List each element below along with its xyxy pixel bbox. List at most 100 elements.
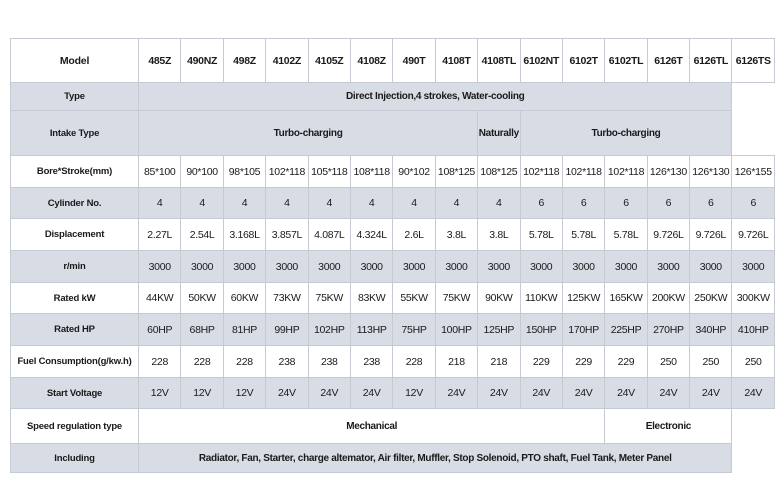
cell: 6 (519, 187, 563, 219)
cell: 12V (222, 377, 267, 409)
row: Cylinder No. 4 4 4 4 4 4 4 4 4 6 6 6 6 6 6 (10, 187, 775, 219)
cell: 75KW (307, 282, 351, 314)
cell: 126*130 (689, 155, 733, 188)
cell: 5.78L (604, 218, 648, 251)
cell: 225HP (604, 313, 648, 346)
cell: 108*118 (349, 155, 394, 188)
cell: 24V (646, 377, 691, 409)
cell: 6126T (646, 38, 691, 83)
cell: 250 (689, 345, 733, 378)
cell: 270HP (646, 313, 691, 346)
cell: 4102Z (265, 38, 309, 83)
cell: 108*125 (434, 155, 479, 188)
cell: 4 (222, 187, 267, 219)
cell: 3000 (307, 250, 351, 283)
cell: 24V (561, 377, 606, 409)
cell: 24V (349, 377, 394, 409)
cell: 4 (265, 187, 309, 219)
cell: 102*118 (519, 155, 563, 188)
cell: 108*125 (477, 155, 521, 188)
cell: 228 (392, 345, 436, 378)
cell: 50KW (180, 282, 224, 314)
cell: 24V (604, 377, 648, 409)
cell: 9.726L (646, 218, 691, 251)
cell: 24V (689, 377, 733, 409)
cell: 238 (265, 345, 309, 378)
cell: 229 (519, 345, 563, 378)
cell: 24V (519, 377, 563, 409)
cell: 229 (604, 345, 648, 378)
cell: 229 (561, 345, 606, 378)
cell: 24V (731, 377, 775, 409)
cell: 102*118 (561, 155, 606, 188)
cell: 126*155 (731, 155, 775, 188)
cell: 102HP (307, 313, 351, 346)
spec-table: Model 485Z 490NZ 498Z 4102Z 4105Z 4108Z 490T 410… (10, 38, 775, 473)
cell: 3000 (604, 250, 648, 283)
cell: 4 (307, 187, 351, 219)
cell: 102*118 (265, 155, 309, 188)
header-row: Model 485Z 490NZ 498Z 4102Z 4105Z 4108Z 490T 410… (10, 38, 775, 83)
cell: 2.54L (180, 218, 224, 251)
cell: Rated kW (10, 282, 139, 314)
cell: 6 (689, 187, 733, 219)
row: Intake Type Turbo-charging Naturally Turbo-… (10, 110, 775, 156)
row: Fuel Consumption(g/kw.h) 228 228 228 238 238 2… (10, 345, 775, 378)
cell: Model (10, 38, 139, 83)
row: Bore*Stroke(mm) 85*100 90*100 98*105 102*118… (10, 155, 775, 188)
cell: 4105Z (307, 38, 351, 83)
cell: 75HP (392, 313, 436, 346)
cell: 6 (604, 187, 648, 219)
cell: 300KW (731, 282, 775, 314)
row: Rated HP 60HP 68HP 81HP 99HP 102HP 113HP 75HP 10… (10, 313, 775, 346)
cell: 3000 (222, 250, 267, 283)
cell: 3000 (180, 250, 224, 283)
cell: Including (10, 443, 139, 473)
cell: 125KW (561, 282, 606, 314)
cell: 90*102 (392, 155, 436, 188)
cell: 3000 (731, 250, 775, 283)
row: Start Voltage 12V 12V 12V 24V 24V 24V 12V 24V 24V… (10, 377, 775, 409)
cell: 340HP (689, 313, 733, 346)
cell: 102*118 (604, 155, 648, 188)
cell: Rated HP (10, 313, 139, 346)
cell: 200KW (646, 282, 691, 314)
cell: 2.27L (137, 218, 182, 251)
cell: 24V (477, 377, 521, 409)
cell: 410HP (731, 313, 775, 346)
cell: 3.857L (265, 218, 309, 251)
cell: 4108Z (349, 38, 394, 83)
cell: 3000 (265, 250, 309, 283)
cell: 4 (392, 187, 436, 219)
cell: 60KW (222, 282, 267, 314)
cell: 6102NT (519, 38, 563, 83)
cell: 24V (265, 377, 309, 409)
cell: 3000 (477, 250, 521, 283)
row: Rated kW 44KW 50KW 60KW 73KW 75KW 83KW 55KW 75KW… (10, 282, 775, 314)
cell: Radiator, Fan, Starter, charge altemator… (137, 443, 733, 473)
cell: 68HP (180, 313, 224, 346)
cell: 24V (434, 377, 479, 409)
cell: Type (10, 82, 139, 111)
cell: 4 (477, 187, 521, 219)
cell: r/min (10, 250, 139, 283)
cell: 12V (137, 377, 182, 409)
cell: 228 (137, 345, 182, 378)
cell: 60HP (137, 313, 182, 346)
cell: 3000 (519, 250, 563, 283)
cell: 4 (349, 187, 394, 219)
cell: 6 (731, 187, 775, 219)
cell: 228 (222, 345, 267, 378)
row: Displacement 2.27L 2.54L 3.168L 3.857L 4.087L… (10, 218, 775, 251)
cell: 3000 (561, 250, 606, 283)
cell: Mechanical (137, 408, 606, 444)
cell: 113HP (349, 313, 394, 346)
cell: 250 (646, 345, 691, 378)
cell: 98*105 (222, 155, 267, 188)
cell: 3.168L (222, 218, 267, 251)
cell: 485Z (137, 38, 182, 83)
cell: Direct Injection,4 strokes, Water-coolin… (137, 82, 733, 111)
cell: 228 (180, 345, 224, 378)
cell: 3000 (434, 250, 479, 283)
cell: Naturally (477, 110, 521, 156)
